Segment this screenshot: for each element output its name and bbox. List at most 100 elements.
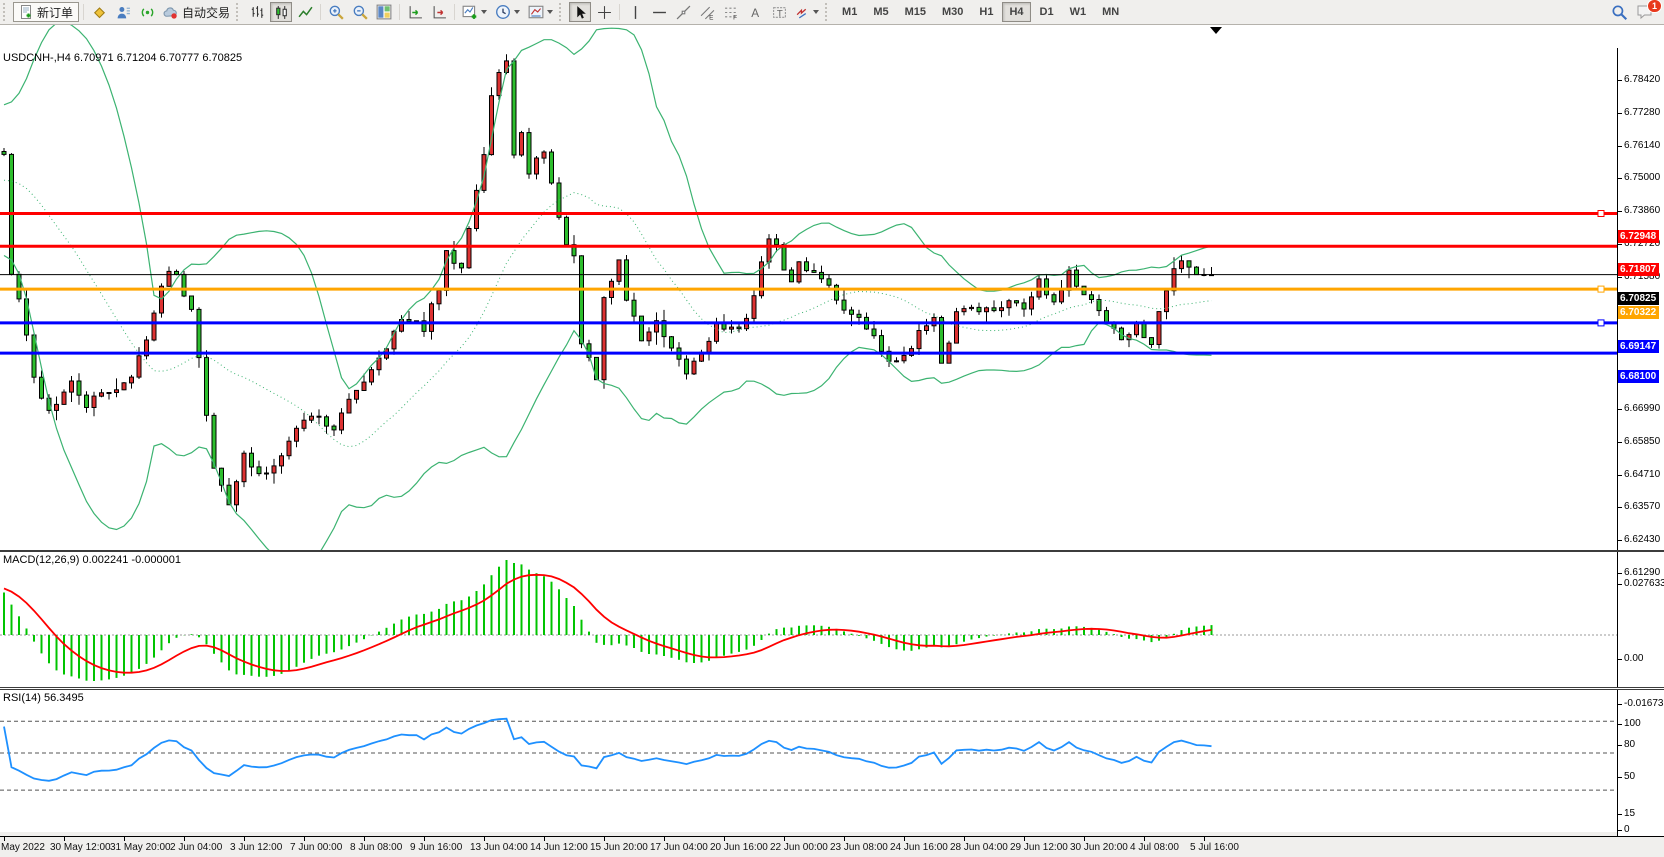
time-axis-tick: [904, 837, 905, 841]
notifications-button[interactable]: 1: [1633, 0, 1662, 22]
line-handle: [1597, 319, 1605, 327]
toolbar-grip[interactable]: [559, 3, 565, 21]
axis-tick: [1618, 830, 1622, 831]
new-order-button[interactable]: 新订单: [13, 2, 80, 22]
axis-tick: [1618, 507, 1622, 508]
metaeditor-icon: [92, 5, 107, 20]
search-button[interactable]: [1608, 2, 1631, 22]
axis-tick: [1618, 724, 1622, 725]
trendline-tool-button[interactable]: [672, 2, 694, 22]
macd-panel[interactable]: [0, 552, 1617, 687]
main-price-chart[interactable]: [0, 24, 1617, 550]
axis-tick-label: 100: [1624, 718, 1641, 729]
horizontal-line-tool-button[interactable]: [648, 2, 670, 22]
level-price-label: 6.72948: [1618, 230, 1660, 243]
panel-separator[interactable]: [0, 550, 1664, 552]
channel-tool-button[interactable]: E: [696, 2, 718, 22]
rsi-panel[interactable]: [0, 690, 1617, 812]
dropdown-caret-icon: [481, 10, 488, 14]
text-tool-button[interactable]: A: [744, 2, 766, 22]
chart-shift-button[interactable]: [428, 2, 450, 22]
macd-indicator-label: MACD(12,26,9) 0.002241 -0.000001: [3, 554, 181, 566]
crosshair-icon: [597, 5, 612, 20]
candlestick-chart-icon: [274, 5, 289, 20]
notification-badge: 1: [1646, 0, 1662, 13]
axis-tick: [1618, 146, 1622, 147]
level-price-label: 6.70322: [1618, 306, 1660, 319]
axis-tick: [1618, 573, 1622, 574]
toolbar-grip[interactable]: [3, 3, 9, 21]
templates-button[interactable]: [525, 2, 556, 22]
level-price-label: 6.68100: [1618, 370, 1660, 383]
separator: [454, 4, 456, 20]
chart-window: USDCNH-,H4 6.70971 6.71204 6.70777 6.708…: [0, 24, 1664, 857]
axis-tick: [1618, 814, 1622, 815]
arrows-tool-button[interactable]: [792, 2, 822, 22]
crosshair-tool-button[interactable]: [593, 2, 615, 22]
axis-tick-label: 6.73860: [1624, 205, 1661, 216]
line-handle: [1597, 285, 1605, 293]
bar-chart-button[interactable]: [246, 2, 268, 22]
axis-tick-label: 80: [1624, 739, 1636, 750]
toolbar-grip[interactable]: [236, 3, 242, 21]
timeframe-button-mn[interactable]: MN: [1102, 6, 1120, 18]
time-axis[interactable]: May 2022 30 May 12:00 31 May 20:00 2 Jun 04…: [0, 836, 1664, 857]
auto-trading-button[interactable]: 自动交易: [160, 2, 233, 22]
zoom-out-button[interactable]: [349, 2, 371, 22]
toolbar-grip[interactable]: [825, 3, 831, 21]
timeframe-button-m1[interactable]: M1: [842, 6, 858, 18]
separator: [619, 4, 621, 20]
svg-text:T: T: [776, 8, 782, 19]
auto-scroll-icon: [408, 5, 423, 20]
signals-button[interactable]: [136, 2, 158, 22]
axis-tick: [1618, 178, 1622, 179]
arrows-icon: [795, 5, 810, 20]
vertical-line-tool-button[interactable]: [624, 2, 646, 22]
zoom-out-icon: [352, 4, 368, 20]
add-indicator-button[interactable]: [459, 2, 490, 22]
line-chart-button[interactable]: [294, 2, 316, 22]
panel-separator[interactable]: [0, 687, 1664, 690]
bollinger-upper-band: [3, 24, 1212, 390]
axis-tick: [1618, 442, 1622, 443]
timeframe-button-m30[interactable]: M30: [942, 6, 964, 18]
tile-windows-icon: [376, 4, 392, 20]
time-axis-label: 2 Jun 04:00: [170, 842, 223, 853]
time-axis-tick: [1084, 837, 1085, 841]
timeframe-button-h4[interactable]: H4: [1002, 2, 1031, 22]
axis-tick: [1618, 584, 1622, 585]
timeframe-button-m15[interactable]: M15: [904, 6, 926, 18]
time-axis-tick: [1024, 837, 1025, 841]
chart-shift-marker: [1210, 27, 1222, 34]
cursor-tool-button[interactable]: [569, 2, 592, 22]
time-axis-label: 5 Jul 16:00: [1190, 842, 1239, 853]
timeframe-button-d1[interactable]: D1: [1039, 6, 1054, 18]
time-axis-tick: [1144, 837, 1145, 841]
periods-button[interactable]: [492, 2, 523, 22]
metaeditor-button[interactable]: [88, 2, 110, 22]
timeframe-button-w1[interactable]: W1: [1069, 6, 1087, 18]
time-axis-label: 17 Jun 04:00: [650, 842, 708, 853]
zoom-in-button[interactable]: [325, 2, 347, 22]
fibonacci-tool-button[interactable]: F: [720, 2, 742, 22]
separator: [83, 4, 85, 20]
axis-tick-label: 0.027633: [1624, 578, 1664, 589]
trade-account-button[interactable]: [112, 2, 134, 22]
cursor-icon: [573, 5, 588, 20]
axis-tick: [1618, 244, 1622, 245]
timeframe-button-m5[interactable]: M5: [873, 6, 889, 18]
price-axis[interactable]: 6.78420 6.77280 6.76140 6.75000 6.73860 6.727…: [1617, 48, 1664, 836]
chart-shift-icon: [432, 5, 447, 20]
text-tool-icon: A: [748, 5, 763, 20]
separator: [320, 4, 322, 20]
search-icon: [1611, 4, 1628, 21]
text-label-tool-button[interactable]: T: [768, 2, 790, 22]
axis-tick: [1618, 475, 1622, 476]
candlestick-chart-button[interactable]: [270, 2, 293, 22]
timeframe-button-h1[interactable]: H1: [979, 6, 994, 18]
axis-tick: [1618, 211, 1622, 212]
tile-windows-button[interactable]: [373, 2, 395, 22]
new-order-icon: [19, 5, 33, 19]
auto-scroll-button[interactable]: [404, 2, 426, 22]
svg-text:A: A: [751, 6, 759, 19]
